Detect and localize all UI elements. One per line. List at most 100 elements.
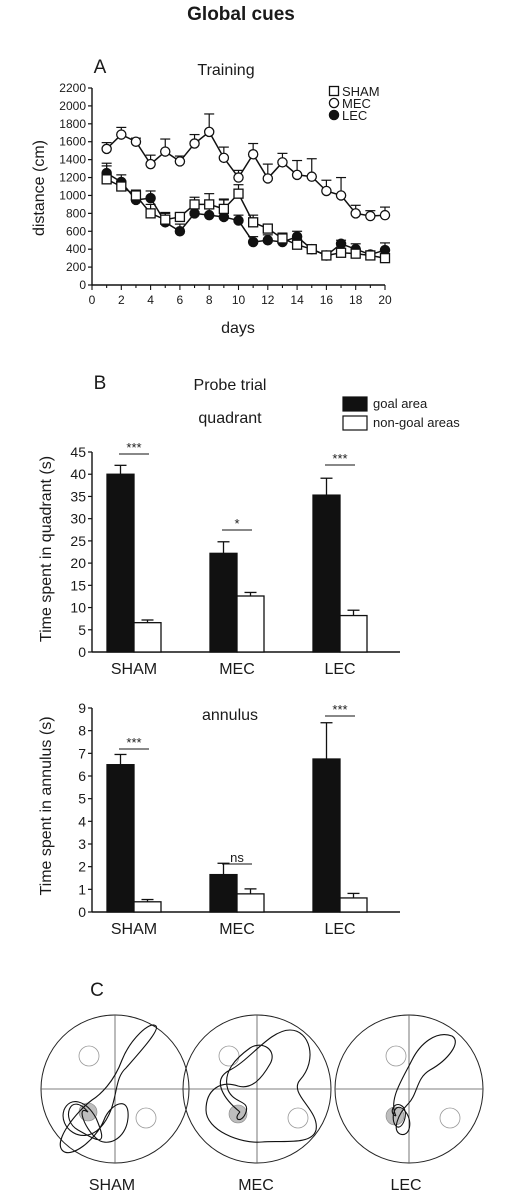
y-tick-label: 1800: [59, 117, 86, 131]
platform-marker: [78, 1045, 100, 1067]
x-tick-label: 12: [261, 293, 275, 307]
data-point: [335, 247, 347, 258]
data-point: [189, 138, 200, 149]
x-tick-label: 18: [349, 293, 363, 307]
bar-non-goal-areas: [236, 595, 265, 653]
data-point: [335, 238, 347, 250]
platform-marker: [135, 1107, 157, 1129]
trajectory-lec: LEC: [334, 1014, 484, 1194]
platform-marker: [287, 1107, 309, 1129]
significance-label: *: [234, 516, 239, 531]
data-point: [365, 250, 376, 261]
trajectory-label-mec: MEC: [238, 1177, 274, 1194]
y-tick-label: 15: [70, 577, 86, 593]
panel-a-label: A: [94, 57, 107, 78]
y-tick-label: 20: [70, 555, 86, 571]
training-series: [101, 113, 391, 264]
x-tick-label: 16: [320, 293, 334, 307]
y-tick-label: 9: [78, 700, 86, 716]
y-tick-label: 1000: [59, 188, 86, 202]
bar-goal-area: [209, 552, 238, 653]
platform-marker: [385, 1045, 407, 1067]
data-point: [321, 185, 332, 197]
bar-non-goal-areas: [339, 614, 368, 653]
quadrant-bar-chart: Probe trial quadrant goal area non-goal a…: [38, 377, 460, 678]
annulus-bars: *** ns ***: [106, 702, 368, 913]
y-tick-label: 30: [70, 511, 86, 527]
platform-marker: [218, 1045, 240, 1067]
data-point: [116, 181, 127, 192]
series-sham: [101, 162, 391, 264]
training-axes: 0200400600800100012001400160018002000220…: [59, 81, 392, 307]
category-label: MEC: [219, 661, 255, 678]
data-point: [203, 209, 215, 221]
significance-label: ***: [332, 451, 347, 466]
legend-label: non-goal areas: [373, 415, 460, 430]
y-tick-label: 0: [79, 278, 86, 292]
data-point: [291, 239, 303, 250]
category-label: SHAM: [111, 921, 157, 938]
data-point: [379, 252, 391, 264]
annulus-axes: 0 1 2 3 4 5 6 7 8 9 SHAM MEC LEC: [78, 700, 400, 938]
legend-marker: [328, 85, 340, 97]
data-point: [350, 248, 361, 259]
x-tick-label: 20: [378, 293, 392, 307]
y-tick-label: 4: [78, 813, 86, 829]
data-point: [203, 126, 215, 138]
data-point: [247, 217, 259, 228]
legend-marker: [328, 109, 340, 121]
trajectory-label-sham: SHAM: [89, 1177, 135, 1194]
y-tick-label: 5: [78, 622, 86, 638]
x-tick-label: 10: [232, 293, 246, 307]
y-tick-label: 5: [78, 791, 86, 807]
y-tick-label: 2200: [59, 81, 86, 95]
data-point: [101, 143, 112, 155]
data-point: [262, 234, 274, 246]
data-point: [291, 169, 303, 181]
data-point: [204, 199, 215, 210]
y-tick-label: 3: [78, 836, 86, 852]
training-y-label: distance (cm): [31, 140, 48, 236]
bar-goal-area: [106, 473, 135, 653]
y-tick-label: 0: [78, 904, 86, 920]
data-point: [321, 250, 332, 261]
quadrant-y-label: Time spent in quadrant (s): [38, 456, 55, 642]
data-point: [174, 226, 186, 237]
data-point: [262, 173, 274, 184]
y-tick-label: 10: [70, 600, 86, 616]
data-point: [145, 158, 156, 170]
y-tick-label: 8: [78, 723, 86, 739]
y-tick-label: 35: [70, 488, 86, 504]
x-tick-label: 2: [118, 293, 125, 307]
panel-c-label: C: [90, 980, 104, 1001]
y-tick-label: 600: [66, 224, 86, 238]
data-point: [277, 157, 288, 168]
y-tick-label: 1600: [59, 135, 86, 149]
quadrant-bars: *******: [106, 440, 368, 653]
y-tick-label: 1400: [59, 153, 86, 167]
quadrant-subtitle: quadrant: [198, 410, 262, 427]
data-point: [262, 223, 273, 234]
y-tick-label: 400: [66, 242, 86, 256]
significance-label: ***: [126, 735, 141, 750]
training-line-chart: Training 0200400600800100012001400160018…: [31, 62, 392, 337]
bar-non-goal-areas: [133, 901, 162, 913]
significance-label: ns: [230, 850, 244, 865]
probe-trial-title: Probe trial: [194, 377, 267, 394]
bar-goal-area: [312, 758, 341, 913]
data-point: [247, 149, 259, 160]
trajectory-label-lec: LEC: [390, 1177, 421, 1194]
y-tick-label: 2000: [59, 99, 86, 113]
series-mec: [101, 113, 391, 222]
data-point: [189, 199, 200, 210]
x-tick-label: 4: [147, 293, 154, 307]
significance-label: ***: [332, 702, 347, 717]
legend-label: goal area: [373, 396, 428, 411]
category-label: LEC: [324, 921, 355, 938]
bar-non-goal-areas: [236, 893, 265, 913]
data-point: [189, 208, 200, 219]
legend-label: LEC: [342, 108, 367, 123]
legend-marker: [328, 97, 340, 109]
